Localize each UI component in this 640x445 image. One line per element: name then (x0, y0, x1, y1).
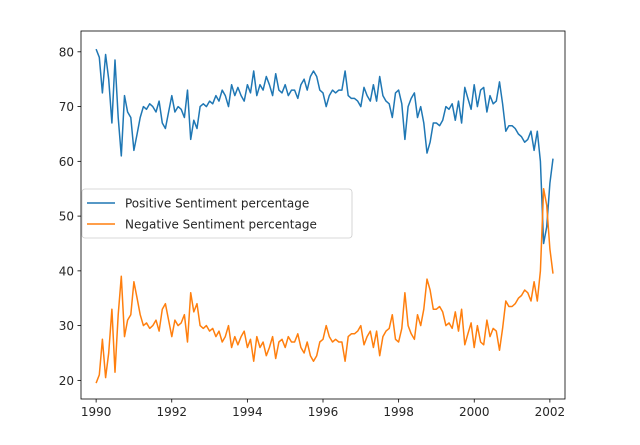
legend-label-negative: Negative Sentiment percentage (125, 218, 317, 232)
x-tick-label: 2000 (459, 405, 490, 419)
y-tick-label: 70 (59, 100, 74, 114)
x-tick-label: 1996 (308, 405, 339, 419)
legend: Positive Sentiment percentage Negative S… (81, 188, 353, 239)
x-tick-label: 1998 (383, 405, 414, 419)
x-tick-label: 1990 (81, 405, 112, 419)
y-tick-label: 50 (59, 210, 74, 224)
y-tick-label: 60 (59, 155, 74, 169)
legend-box (81, 188, 353, 239)
axes-frame (80, 30, 566, 400)
y-tick-label: 40 (59, 264, 74, 278)
series-layer (95, 48, 554, 384)
series-line-negative (95, 187, 554, 384)
y-tick-label: 80 (59, 45, 74, 59)
axes-layer: 1990 1992 1994 1996 1998 2000 2002 20 30 40 50 60 70… (59, 45, 565, 419)
legend-label-positive: Positive Sentiment percentage (125, 197, 309, 211)
y-tick-label: 30 (59, 319, 74, 333)
x-tick-label: 1994 (232, 405, 263, 419)
series-line-positive (95, 48, 554, 245)
y-tick-label: 20 (59, 374, 74, 388)
x-tick-label: 1992 (156, 405, 187, 419)
x-tick-label: 2002 (535, 405, 566, 419)
